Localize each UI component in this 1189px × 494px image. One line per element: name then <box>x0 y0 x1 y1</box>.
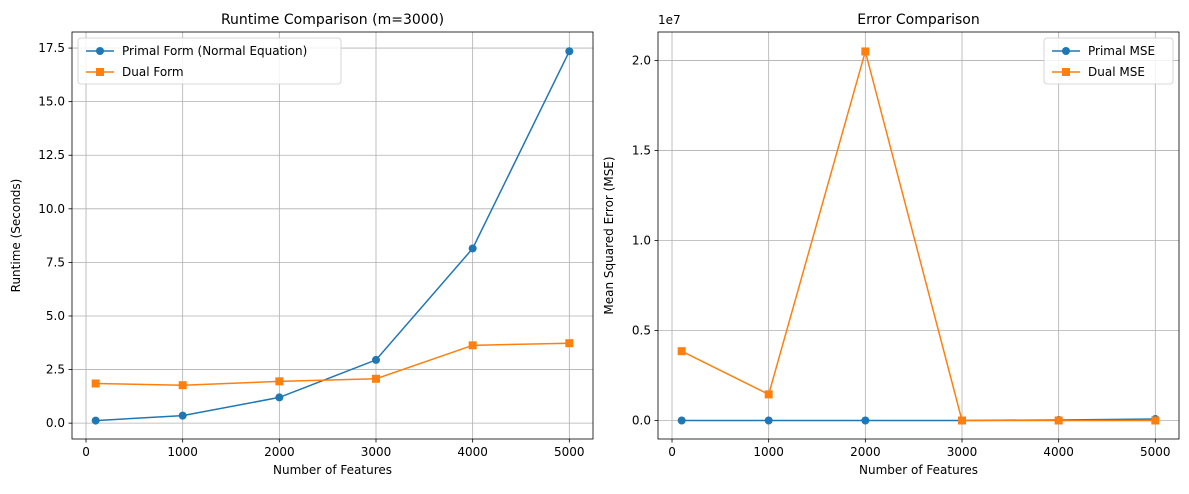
runtime-legend: Primal Form (Normal Equation) Dual Form <box>77 37 342 85</box>
error-y-tick-label: 1.0 <box>632 233 651 247</box>
runtime-legend-box <box>77 37 342 85</box>
error-legend-marker <box>1062 47 1070 55</box>
error-data-point <box>677 416 686 425</box>
runtime-x-tick-label: 4000 <box>457 445 488 459</box>
error-legend-label: Dual MSE <box>1088 65 1145 79</box>
runtime-y-tick-label: 10.0 <box>38 202 65 216</box>
error-chart-title: Error Comparison <box>857 12 979 28</box>
runtime-legend-label: Primal Form (Normal Equation) <box>122 44 307 58</box>
error-data-point <box>1054 416 1063 425</box>
error-x-tick-label: 2000 <box>850 445 881 459</box>
runtime-y-tick-label: 15.0 <box>38 95 65 109</box>
error-x-tick-label: 3000 <box>947 445 978 459</box>
error-x-tick-label: 5000 <box>1140 445 1171 459</box>
runtime-series-line-2 <box>95 342 570 386</box>
error-series-line-2 <box>681 48 1156 422</box>
runtime-y-axis-label: Runtime (Seconds) <box>9 179 23 293</box>
runtime-data-point <box>371 355 380 364</box>
error-y-tick-label: 0.5 <box>632 323 651 337</box>
error-data-point <box>861 47 870 56</box>
runtime-data-point <box>91 416 100 425</box>
runtime-x-tick-label: 5000 <box>554 445 585 459</box>
runtime-data-point <box>371 374 380 383</box>
runtime-legend-marker <box>96 68 104 76</box>
error-data-point <box>677 347 686 356</box>
error-data-point <box>764 390 773 399</box>
runtime-data-point <box>178 411 187 420</box>
error-chart: 0 1000 2000 3000 4000 5000 0.0 0.5 1.0 1.5 2.0 Err… <box>602 12 1180 477</box>
error-y-axis-label: Mean Squared Error (MSE) <box>602 156 616 314</box>
error-x-tick-label: 4000 <box>1043 445 1074 459</box>
runtime-data-point <box>565 339 574 348</box>
error-y-tick-label: 2.0 <box>632 53 651 67</box>
runtime-chart: 0 1000 2000 3000 4000 5000 0.0 2.5 5.0 7.5 10.0 12.… <box>9 12 594 477</box>
runtime-y-tick-label: 17.5 <box>38 41 65 55</box>
error-data-point <box>1151 416 1160 425</box>
error-x-tick-label: 0 <box>668 445 676 459</box>
error-data-point <box>957 416 966 425</box>
runtime-y-tick-label: 5.0 <box>46 309 65 323</box>
runtime-data-point <box>91 379 100 388</box>
runtime-x-tick-label: 2000 <box>264 445 295 459</box>
error-y-tick-label: 0.0 <box>632 413 651 427</box>
runtime-data-point <box>468 341 477 350</box>
runtime-data-point <box>178 381 187 390</box>
error-plot-frame <box>657 31 1180 440</box>
runtime-data-point <box>275 377 284 386</box>
runtime-legend-marker <box>96 47 104 55</box>
runtime-plot-frame <box>71 31 594 440</box>
runtime-legend-label: Dual Form <box>122 65 184 79</box>
runtime-y-tick-label: 12.5 <box>38 148 65 162</box>
runtime-series-line-1 <box>95 50 570 422</box>
runtime-x-tick-label: 1000 <box>167 445 198 459</box>
runtime-data-point <box>275 393 284 402</box>
runtime-y-tick-label: 7.5 <box>46 255 65 269</box>
runtime-x-tick-label: 3000 <box>361 445 392 459</box>
error-y-offset-label: 1e7 <box>658 13 681 27</box>
runtime-data-point <box>565 47 574 56</box>
runtime-x-tick-label: 0 <box>82 445 90 459</box>
error-legend-marker <box>1062 68 1070 76</box>
runtime-data-point <box>468 244 477 253</box>
error-y-tick-label: 1.5 <box>632 143 651 157</box>
error-legend-label: Primal MSE <box>1088 44 1155 58</box>
error-data-point <box>764 416 773 425</box>
error-x-axis-label: Number of Features <box>859 463 978 477</box>
runtime-x-axis-label: Number of Features <box>273 463 392 477</box>
runtime-y-tick-label: 0.0 <box>46 416 65 430</box>
error-data-point <box>861 416 870 425</box>
runtime-chart-title: Runtime Comparison (m=3000) <box>221 12 444 28</box>
error-legend: Primal MSE Dual MSE <box>1043 37 1174 85</box>
error-x-tick-label: 1000 <box>753 445 784 459</box>
runtime-y-tick-label: 2.5 <box>46 363 65 377</box>
